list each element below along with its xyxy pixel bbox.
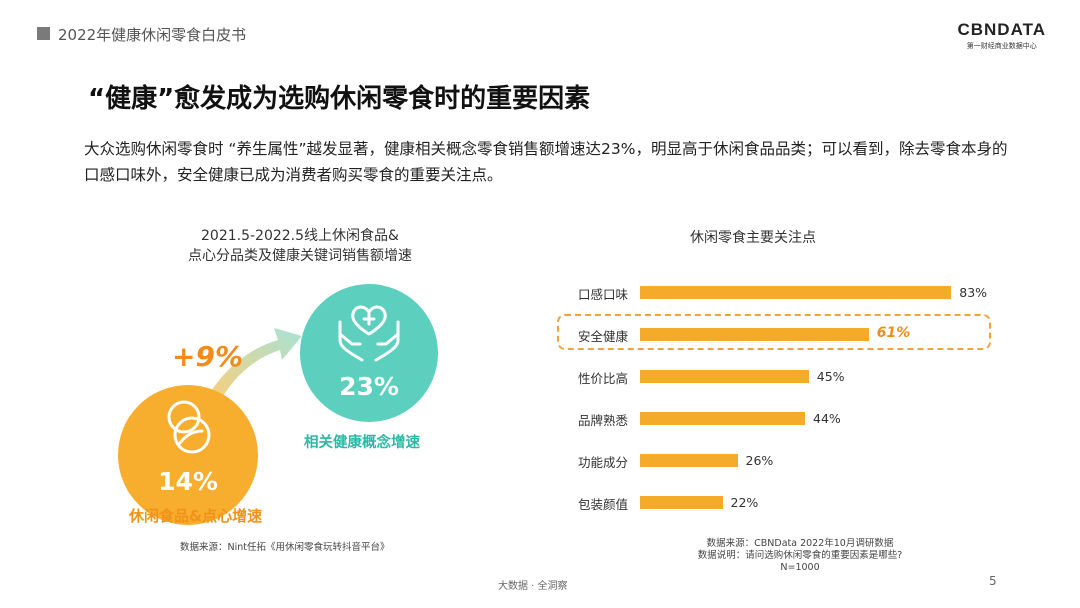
page-number: 5 [989, 574, 997, 588]
section-title: 2022年健康休闲零食白皮书 [58, 26, 247, 44]
bar-category-label: 包装颜值 [577, 497, 628, 512]
logo-subtext: 第一财经商业数据中心 [966, 42, 1037, 50]
bar-2 [640, 370, 809, 383]
right-source-line3: N=1000 [780, 562, 820, 573]
bar-value-label: 26% [745, 453, 774, 468]
bar-4 [640, 454, 738, 467]
right-source-line2: 数据说明：请问选购休闲零食的重要因素是哪些? [697, 550, 903, 561]
bar-value-label: 61% [876, 325, 911, 341]
left-title-line2: 点心分品类及健康关键词销售额增速 [188, 248, 412, 264]
health-growth-label: 相关健康概念增速 [304, 435, 420, 451]
bar-value-label: 83% [959, 285, 988, 300]
bar-value-label: 45% [816, 369, 845, 384]
page-description: 大众选购休闲零食时 “养生属性”越发显著，健康相关概念零食销售额增速达23%，明… [84, 140, 1008, 184]
health-concept-circle: 23% [300, 284, 438, 422]
health-growth-value: 23% [339, 372, 399, 401]
bar-category-label: 品牌熟悉 [577, 413, 628, 428]
growth-arrow-icon [208, 328, 302, 398]
bar-value-label: 44% [813, 411, 841, 426]
left-chart-title: 2021.5-2022.5线上休闲食品& 点心分品类及健康关键词销售额增速 [160, 226, 440, 266]
bar-category-label: 功能成分 [577, 455, 628, 470]
brand-logo: CBNDATA 第一财经商业数据中心 [957, 20, 1046, 51]
growth-difference: +9% [172, 340, 243, 373]
cookie-icon [167, 400, 211, 454]
snack-growth-label: 休闲食品&点心增速 [129, 507, 263, 525]
right-source-line1: 数据来源：CBNData 2022年10月调研数据 [706, 538, 894, 549]
chart-title: 休闲零食主要关注点 [690, 230, 816, 246]
bar-0 [640, 286, 952, 299]
left-data-source: 数据来源：Nint任拓《用休闲零食玩转抖音平台》 [180, 542, 390, 553]
bar-category-label: 口感口味 [577, 287, 628, 302]
snack-category-circle: 14% [118, 385, 258, 525]
header-marker [37, 27, 50, 40]
logo-text: CBNDATA [957, 20, 1046, 39]
bar-3 [640, 412, 805, 425]
bar-5 [640, 496, 723, 509]
right-data-source: 数据来源：CBNData 2022年10月调研数据 数据说明：请问选购休闲零食的… [660, 538, 940, 574]
footer-tagline: 大数据 · 全洞察 [498, 581, 568, 592]
page-title: “健康”愈发成为选购休闲零食时的重要因素 [88, 84, 591, 114]
left-title-line1: 2021.5-2022.5线上休闲食品& [201, 228, 399, 244]
highlight-box [557, 314, 991, 350]
bar-value-label: 22% [730, 495, 759, 510]
bar-category-label: 性价比高 [577, 371, 628, 386]
snack-growth-value: 14% [158, 467, 218, 496]
bar-category-label: 安全健康 [577, 329, 628, 344]
heart-hands-icon [338, 305, 400, 362]
bar-1 [640, 328, 869, 341]
